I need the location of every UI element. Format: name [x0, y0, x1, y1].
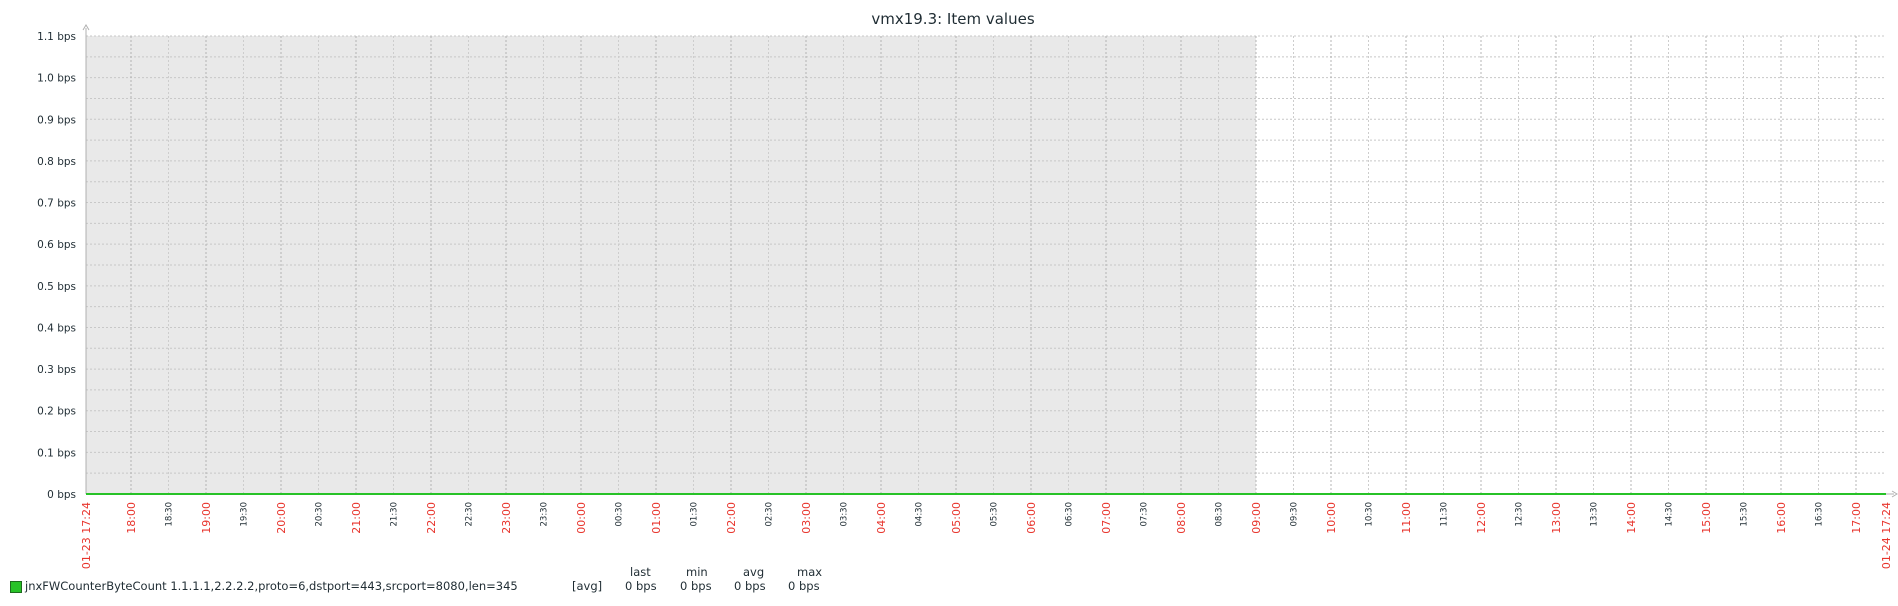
x-tick-label: 12:30 — [1515, 502, 1525, 527]
x-tick-label: 06:30 — [1065, 502, 1075, 527]
x-tick-label: 13:30 — [1590, 502, 1600, 527]
x-tick-label: 04:30 — [915, 502, 925, 527]
y-axis-arrow — [82, 24, 90, 31]
x-tick-label: 11:30 — [1440, 502, 1450, 527]
y-tick-label: 0.2 bps — [37, 406, 76, 418]
x-tick-label: 18:30 — [165, 502, 175, 527]
y-tick-label: 0.5 bps — [37, 281, 76, 293]
x-axis-labels: 01-23 17:24 18:00 18:30 19:00 19:30 20:00 20:3… — [80, 502, 1893, 569]
chart-title: vmx19.3: Item values — [871, 10, 1034, 28]
legend-series-func: [avg] — [572, 579, 603, 593]
legend-value-last: 0 bps — [625, 579, 657, 593]
x-tick-label: 01:00 — [650, 502, 663, 534]
x-tick-label: 15:00 — [1700, 502, 1713, 534]
y-axis-labels: 0 bps 0.1 bps 0.2 bps 0.3 bps 0.4 bps 0.5 bps… — [37, 31, 76, 501]
x-tick-label: 01-24 17:24 — [1880, 502, 1893, 569]
x-tick-label: 07:00 — [1100, 502, 1113, 534]
x-tick-label: 05:00 — [950, 502, 963, 534]
y-tick-label: 0.8 bps — [37, 156, 76, 168]
y-tick-label: 0.1 bps — [37, 447, 76, 459]
x-tick-label: 22:30 — [465, 502, 475, 527]
legend-header-avg: avg — [743, 565, 765, 579]
x-tick-label: 16:00 — [1775, 502, 1788, 534]
x-tick-label: 07:30 — [1140, 502, 1150, 527]
y-tick-label: 1.0 bps — [37, 73, 76, 85]
x-tick-label: 01-23 17:24 — [80, 502, 93, 569]
x-tick-label: 09:30 — [1290, 502, 1300, 527]
legend-header-min: min — [686, 565, 708, 579]
x-tick-label: 01:30 — [690, 502, 700, 527]
x-tick-label: 06:00 — [1025, 502, 1038, 534]
y-tick-label: 0.3 bps — [37, 364, 76, 376]
x-tick-label: 00:30 — [615, 502, 625, 527]
x-tick-label: 12:00 — [1475, 502, 1488, 534]
x-tick-label: 23:00 — [500, 502, 513, 534]
x-tick-label: 03:30 — [840, 502, 850, 527]
x-tick-label: 20:00 — [275, 502, 288, 534]
legend-series-name: jnxFWCounterByteCount 1.1.1.1,2.2.2.2,pr… — [25, 579, 518, 593]
x-tick-label: 16:30 — [1815, 502, 1825, 527]
x-tick-label: 04:00 — [875, 502, 888, 534]
x-tick-label: 15:30 — [1740, 502, 1750, 527]
x-tick-label: 21:30 — [390, 502, 400, 527]
legend-header-last: last — [630, 565, 651, 579]
y-tick-label: 0 bps — [47, 489, 76, 501]
y-tick-label: 0.9 bps — [37, 114, 76, 126]
legend-value-max: 0 bps — [788, 579, 820, 593]
x-tick-label: 11:00 — [1400, 502, 1413, 534]
x-tick-label: 10:00 — [1325, 502, 1338, 534]
x-tick-label: 19:00 — [200, 502, 213, 534]
legend-header-max: max — [797, 565, 823, 579]
y-tick-label: 0.6 bps — [37, 239, 76, 251]
x-axis-arrow — [1891, 490, 1898, 498]
legend-value-avg: 0 bps — [734, 579, 766, 593]
x-tick-label: 18:00 — [125, 502, 138, 534]
x-tick-label: 14:30 — [1665, 502, 1675, 527]
grid-lines — [86, 35, 1886, 495]
x-tick-label: 02:00 — [725, 502, 738, 534]
x-tick-label: 13:00 — [1550, 502, 1563, 534]
x-tick-label: 14:00 — [1625, 502, 1638, 534]
x-tick-label: 23:30 — [540, 502, 550, 527]
y-tick-label: 0.7 bps — [37, 198, 76, 210]
x-tick-label: 09:00 — [1250, 502, 1263, 534]
x-tick-label: 02:30 — [765, 502, 775, 527]
x-tick-label: 03:00 — [800, 502, 813, 534]
x-tick-label: 00:00 — [575, 502, 588, 534]
x-tick-label: 17:00 — [1850, 502, 1863, 534]
x-tick-label: 08:30 — [1215, 502, 1225, 527]
x-tick-label: 08:00 — [1175, 502, 1188, 534]
y-tick-label: 1.1 bps — [37, 31, 76, 43]
x-tick-label: 21:00 — [350, 502, 363, 534]
x-tick-label: 20:30 — [315, 502, 325, 527]
y-tick-label: 0.4 bps — [37, 322, 76, 334]
legend-color-swatch — [10, 581, 22, 593]
x-tick-label: 19:30 — [240, 502, 250, 527]
x-tick-label: 22:00 — [425, 502, 438, 534]
x-tick-label: 10:30 — [1365, 502, 1375, 527]
x-tick-label: 05:30 — [990, 502, 1000, 527]
legend-value-min: 0 bps — [680, 579, 712, 593]
